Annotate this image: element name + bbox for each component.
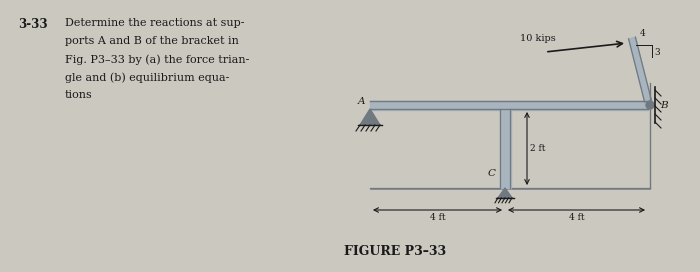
Text: ports A and B of the bracket in: ports A and B of the bracket in	[65, 36, 239, 46]
Text: 3: 3	[654, 48, 659, 57]
Text: 2 ft: 2 ft	[530, 144, 545, 153]
Bar	[500, 109, 511, 188]
Circle shape	[646, 101, 654, 109]
Text: B: B	[660, 100, 668, 110]
Text: 4: 4	[640, 29, 645, 38]
Polygon shape	[629, 37, 652, 102]
Text: FIGURE P3–33: FIGURE P3–33	[344, 245, 446, 258]
Text: C: C	[488, 169, 496, 178]
Bar	[370, 101, 648, 110]
Text: A: A	[358, 97, 365, 106]
Text: Fig. P3–33 by (a) the force trian-: Fig. P3–33 by (a) the force trian-	[65, 54, 249, 64]
Text: 4 ft: 4 ft	[568, 213, 584, 222]
Text: 10 kips: 10 kips	[520, 34, 556, 43]
Polygon shape	[360, 109, 380, 125]
Text: tions: tions	[65, 90, 92, 100]
Text: gle and (b) equilibrium equa-: gle and (b) equilibrium equa-	[65, 72, 230, 83]
Text: 3-33: 3-33	[18, 18, 48, 31]
Text: Determine the reactions at sup-: Determine the reactions at sup-	[65, 18, 244, 28]
Polygon shape	[498, 188, 512, 198]
Text: 4 ft: 4 ft	[430, 213, 445, 222]
